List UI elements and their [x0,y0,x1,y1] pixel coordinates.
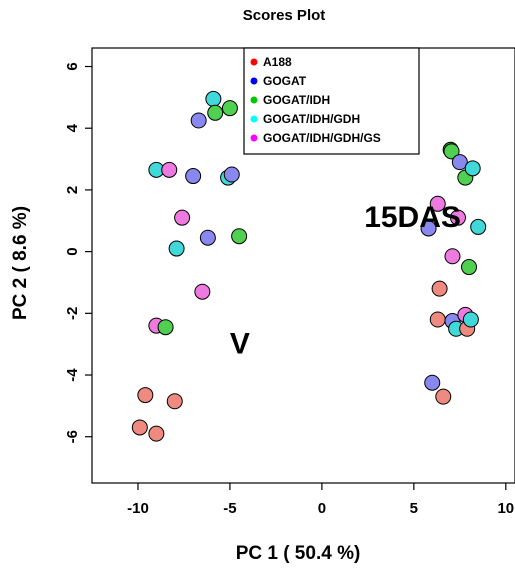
y-tick-label: 2 [64,186,81,194]
data-point [464,160,481,177]
annotations: V 15DAS [230,201,461,360]
legend-entry-label: GOGAT/IDH/GDH [263,112,360,126]
y-axis-label: PC 2 ( 8.6 %) [10,206,31,320]
data-point [194,283,211,300]
data-point [207,104,224,121]
y-tick-label: 6 [64,62,81,70]
x-tick-label: 5 [410,500,418,517]
data-point [444,248,461,265]
legend-marker [250,134,258,142]
annotation-label: V [230,327,250,360]
data-point [462,311,479,328]
legend-marker [250,77,258,85]
data-point [429,311,446,328]
data-point [199,229,216,246]
x-tick-label: -10 [127,500,149,517]
data-point [223,166,240,183]
y-tick-label: -6 [64,430,81,443]
data-point [161,161,178,178]
data-point [185,168,202,185]
legend-entry-label: GOGAT [263,74,307,88]
legend-marker [250,58,258,66]
legend-entry-label: GOGAT/IDH/GDH/GS [263,131,381,145]
data-point [424,374,441,391]
data-point [174,209,191,226]
data-point [190,112,207,129]
data-point [148,425,165,442]
y-tick-label: -2 [64,307,81,320]
x-tick-label: 10 [497,500,514,517]
scatter-points [131,90,487,442]
annotation-label: 15DAS [364,201,461,234]
x-axis: -10 -5 0 5 10 [127,483,514,517]
data-point [137,387,154,404]
y-tick-label: 4 [64,123,81,132]
legend-box [243,47,420,155]
legend: A188 GOGAT GOGAT/IDH GOGAT/IDH/GDH GOGAT/IDH… [243,47,420,155]
y-tick-label: -4 [64,368,81,382]
legend-marker [250,115,258,123]
chart-title: Scores Plot [243,7,326,24]
y-axis: -6 -4 -2 0 2 4 6 [64,62,92,443]
x-tick-label: 0 [318,500,326,517]
x-tick-label: -5 [223,500,236,517]
data-point [157,319,174,336]
data-point [431,280,448,297]
data-point [435,388,452,405]
data-point [231,228,248,245]
data-point [429,195,446,212]
data-point [449,209,466,226]
data-point [470,218,487,235]
data-point [451,154,468,171]
legend-entry-label: GOGAT/IDH [263,93,330,107]
data-point [443,143,460,160]
legend-entry-label: A188 [263,55,292,69]
y-tick-label: 0 [64,247,81,255]
data-point [168,240,185,257]
data-point [131,419,148,436]
data-point [221,100,238,117]
data-point [420,220,437,237]
x-axis-label: PC 1 ( 50.4 %) [236,543,361,564]
data-point [461,259,478,276]
legend-marker [250,96,258,104]
data-point [166,393,183,410]
data-point [205,90,222,107]
